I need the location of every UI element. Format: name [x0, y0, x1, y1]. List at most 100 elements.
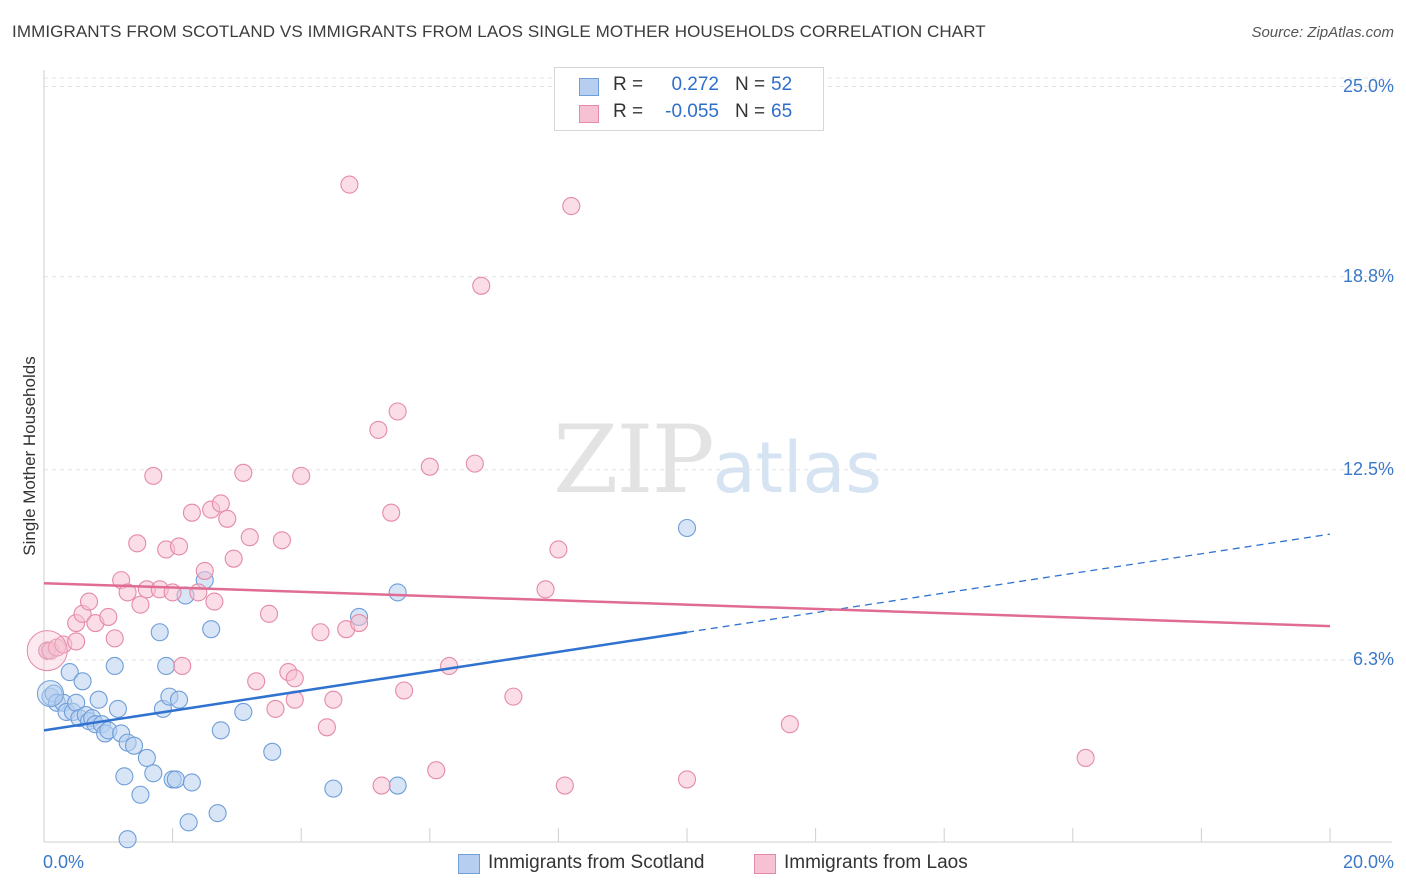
point-laos	[420, 457, 439, 476]
point-laos	[677, 770, 697, 789]
point-laos	[259, 604, 279, 623]
x-tick-label-max: 20.0%	[1342, 852, 1394, 872]
point-laos	[99, 607, 118, 626]
point-laos	[472, 276, 491, 295]
y-tick-label: 25.0%	[1342, 75, 1394, 96]
stats-n-label: N =	[735, 74, 766, 95]
legend-swatch-scotland	[458, 854, 480, 874]
point-scotland	[182, 773, 201, 792]
point-laos-cluster	[26, 630, 68, 672]
axis-layer	[43, 70, 1392, 843]
point-laos	[67, 632, 86, 651]
point-scotland	[179, 813, 198, 832]
watermark-atlas: atlas	[712, 427, 882, 509]
point-scotland	[60, 663, 79, 682]
point-laos	[118, 583, 137, 602]
point-laos	[272, 531, 291, 550]
point-scotland	[208, 804, 227, 823]
point-scotland	[73, 672, 92, 691]
y-tick-label: 18.8%	[1342, 265, 1394, 286]
point-scotland	[263, 742, 282, 761]
point-laos	[780, 715, 799, 734]
point-laos	[340, 175, 359, 194]
x-tick-label-min: 0.0%	[43, 852, 85, 872]
point-laos	[369, 420, 388, 439]
stats-r-value: -0.055	[665, 101, 719, 122]
y-tick-label: 12.5%	[1342, 458, 1394, 479]
point-laos	[131, 595, 150, 614]
point-laos	[465, 454, 484, 473]
point-laos	[549, 540, 568, 559]
point-scotland	[89, 690, 108, 709]
stats-r-value: 0.272	[671, 74, 719, 95]
watermark-zip: ZIP	[553, 406, 715, 515]
point-laos	[144, 466, 163, 485]
point-laos	[266, 699, 285, 718]
trend-line-scotland-extension	[686, 533, 1331, 633]
point-laos	[169, 537, 189, 556]
point-scotland	[137, 748, 156, 768]
legend-label-scotland: Immigrants from Scotland	[488, 852, 705, 873]
point-laos	[372, 776, 391, 795]
point-laos	[427, 761, 446, 780]
point-laos	[324, 690, 343, 709]
stats-r-label: R =	[613, 74, 644, 95]
stats-n-value: 52	[771, 74, 793, 95]
point-scotland	[388, 583, 407, 602]
point-laos	[388, 402, 407, 421]
point-scotland	[677, 518, 697, 538]
series-scotland-points	[36, 518, 697, 849]
point-scotland	[105, 656, 124, 676]
point-scotland	[234, 702, 253, 722]
stats-r-label: R =	[613, 101, 644, 122]
point-laos	[395, 681, 414, 700]
point-laos	[79, 592, 99, 611]
point-laos	[555, 776, 574, 795]
point-laos	[205, 592, 224, 611]
point-laos	[285, 669, 304, 688]
point-scotland	[118, 830, 137, 849]
point-laos	[189, 583, 208, 602]
point-laos	[440, 656, 459, 676]
point-scotland	[388, 776, 407, 795]
y-tick-label: 6.3%	[1352, 648, 1394, 669]
watermark: ZIPatlas	[553, 406, 882, 515]
chart-title: IMMIGRANTS FROM SCOTLAND VS IMMIGRANTS F…	[12, 22, 986, 41]
point-laos	[234, 463, 253, 482]
point-laos	[504, 687, 523, 706]
chart-source: Source: ZipAtlas.com	[1251, 24, 1394, 41]
point-laos	[195, 561, 214, 580]
point-scotland	[202, 620, 221, 639]
point-scotland	[211, 721, 230, 740]
point-laos	[311, 623, 330, 642]
point-scotland	[131, 785, 150, 804]
trend-line-laos	[43, 581, 1331, 628]
stats-n-label: N =	[735, 101, 766, 122]
stats-swatch-laos	[579, 105, 599, 123]
legend-swatch-laos	[754, 854, 776, 874]
point-scotland	[108, 699, 127, 718]
stats-n-value: 65	[771, 101, 793, 122]
point-laos	[105, 629, 124, 648]
stats-swatch-scotland	[579, 78, 599, 96]
point-scotland	[144, 764, 163, 783]
point-scotland	[115, 767, 134, 786]
point-laos	[536, 580, 555, 599]
legend: Immigrants from Scotland Immigrants from…	[0, 852, 1406, 878]
legend-label-laos: Immigrants from Laos	[784, 852, 968, 873]
point-laos	[240, 528, 259, 547]
point-scotland	[169, 690, 189, 709]
trend-line-scotland	[43, 631, 688, 732]
point-laos	[224, 549, 243, 568]
y-axis-label: Single Mother Households	[20, 356, 39, 556]
point-laos	[173, 656, 192, 676]
point-laos	[128, 534, 147, 553]
point-scotland-cluster	[36, 680, 64, 708]
point-laos	[382, 503, 401, 522]
trend-layer	[43, 533, 1331, 732]
grid-layer	[44, 77, 1392, 661]
point-scotland	[157, 656, 176, 676]
point-scotland	[166, 770, 185, 789]
point-laos	[350, 613, 369, 633]
